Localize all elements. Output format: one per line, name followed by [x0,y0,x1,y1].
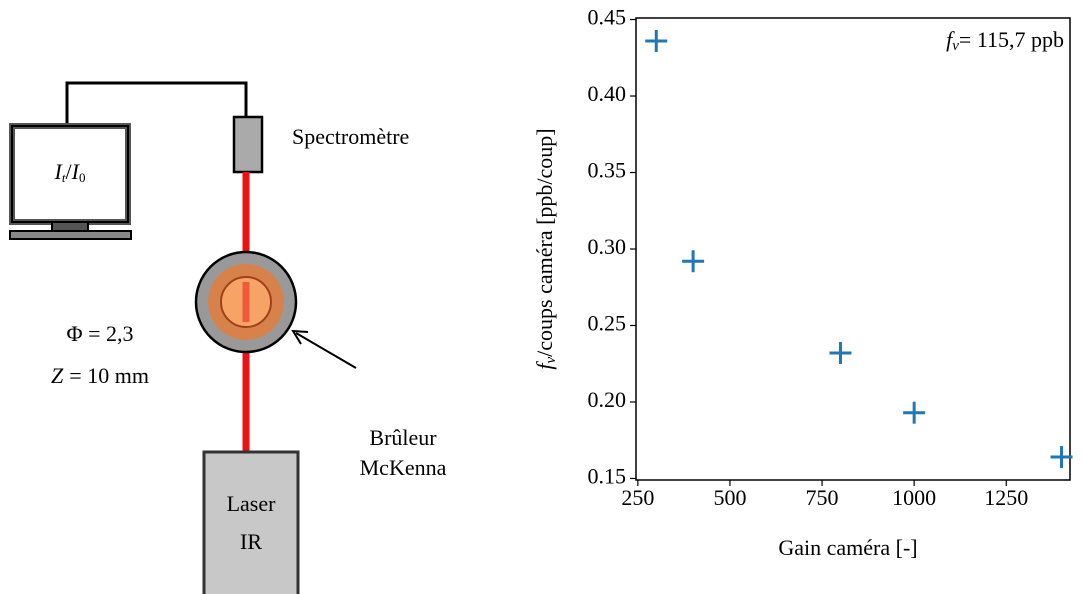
plot-frame [635,17,1071,481]
x-tick-label: 500 [713,485,746,510]
ann-sub: v [952,38,959,54]
laser [202,450,300,594]
keyboard [9,230,132,240]
screen-label: It/I0 [54,159,86,185]
y-tick-label: 0.30 [588,234,627,259]
y-symbol: f [532,361,557,370]
y-tick-label: 0.20 [588,387,627,412]
point [829,342,852,365]
z-symbol: Z [51,363,64,388]
it-sub: t [62,170,66,185]
phi-label: Φ = 2,3 [67,321,134,346]
spectrometer [232,115,264,174]
point [682,250,705,273]
y-axis-label: fv/coups caméra [ppb/coup] [532,128,559,369]
slash: / [66,159,73,184]
z-label: Z = 10 mm [51,363,149,388]
x-tick-label: 250 [621,485,654,510]
it: I [54,159,64,184]
point [903,401,926,424]
y-tick-label: 0.15 [588,464,627,489]
ann-symbol: f [946,27,955,52]
cable [65,81,248,125]
z-text: = 10 mm [69,363,149,388]
i0: I [71,159,81,184]
point [645,29,668,52]
x-tick-label: 1000 [892,485,936,510]
x-tick-label: 1250 [984,485,1028,510]
diagram: It/I0 Spectromètre Φ = 2,3 Z = 10 mm Brûl… [9,81,447,594]
monitor-stand [51,221,89,232]
i0-sub: 0 [79,170,86,185]
y-tick-label: 0.35 [588,158,627,183]
laser-label: IR [240,529,262,554]
burner-label: Brûleur [369,425,437,450]
arrow [295,332,357,369]
ann-text: = 115,7 ppb [959,27,1064,52]
y-tick-label: 0.25 [588,311,627,336]
y-text: /coups caméra [ppb/coup] [532,128,557,356]
arrowhead [291,329,309,345]
x-axis-label: Gain caméra [-] [778,535,917,560]
y-sub: v [543,357,559,364]
burner-label: McKenna [360,455,447,480]
x-tick-label: 750 [806,485,839,510]
y-tick-label: 0.45 [588,5,627,30]
annotation: fv= 115,7 ppb [946,27,1064,54]
laser-label: Laser [227,491,277,516]
point [1050,446,1073,469]
y-tick-label: 0.40 [588,81,627,106]
spectrometer-label: Spectromètre [292,124,409,149]
